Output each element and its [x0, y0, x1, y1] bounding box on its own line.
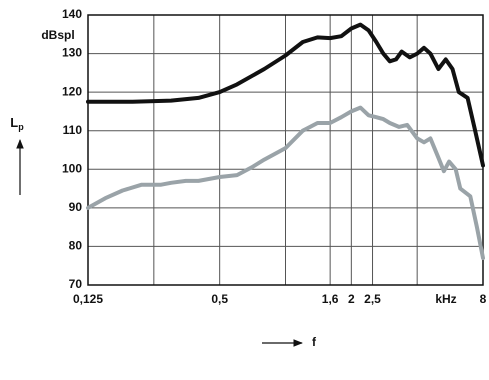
x-tick-label: 2,5 [364, 292, 381, 306]
y-tick-label: 90 [69, 200, 83, 214]
x-tick-label: 0,125 [73, 292, 103, 306]
x-tick-label: 0,5 [211, 292, 228, 306]
x-unit: kHz [435, 292, 456, 306]
series-line [86, 105, 485, 260]
y-tick-label: 120 [62, 84, 82, 98]
x-tick-label: 8 [480, 292, 487, 306]
y-label: Lp [10, 115, 24, 132]
y-tick-label: 130 [62, 46, 82, 60]
x-tick-label: 2 [348, 292, 355, 306]
plot-frame [87, 14, 484, 286]
y-unit: dBspl [41, 28, 74, 42]
x-label: f [312, 335, 317, 349]
y-tick-label: 80 [69, 239, 83, 253]
y-tick-label: 100 [62, 161, 82, 175]
x-tick-label: 1,6 [322, 292, 339, 306]
y-tick-label: 140 [62, 7, 82, 21]
y-tick-label: 70 [69, 277, 83, 291]
y-tick-label: 110 [63, 123, 83, 137]
series-line [86, 22, 485, 168]
